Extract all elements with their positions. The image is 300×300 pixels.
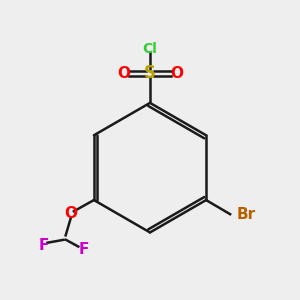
Text: O: O <box>170 66 183 81</box>
Text: Br: Br <box>237 207 256 222</box>
Text: F: F <box>78 242 89 257</box>
Text: O: O <box>117 66 130 81</box>
Text: S: S <box>144 64 156 82</box>
Text: O: O <box>64 206 77 221</box>
Text: Cl: Cl <box>142 42 158 56</box>
Text: F: F <box>39 238 49 253</box>
